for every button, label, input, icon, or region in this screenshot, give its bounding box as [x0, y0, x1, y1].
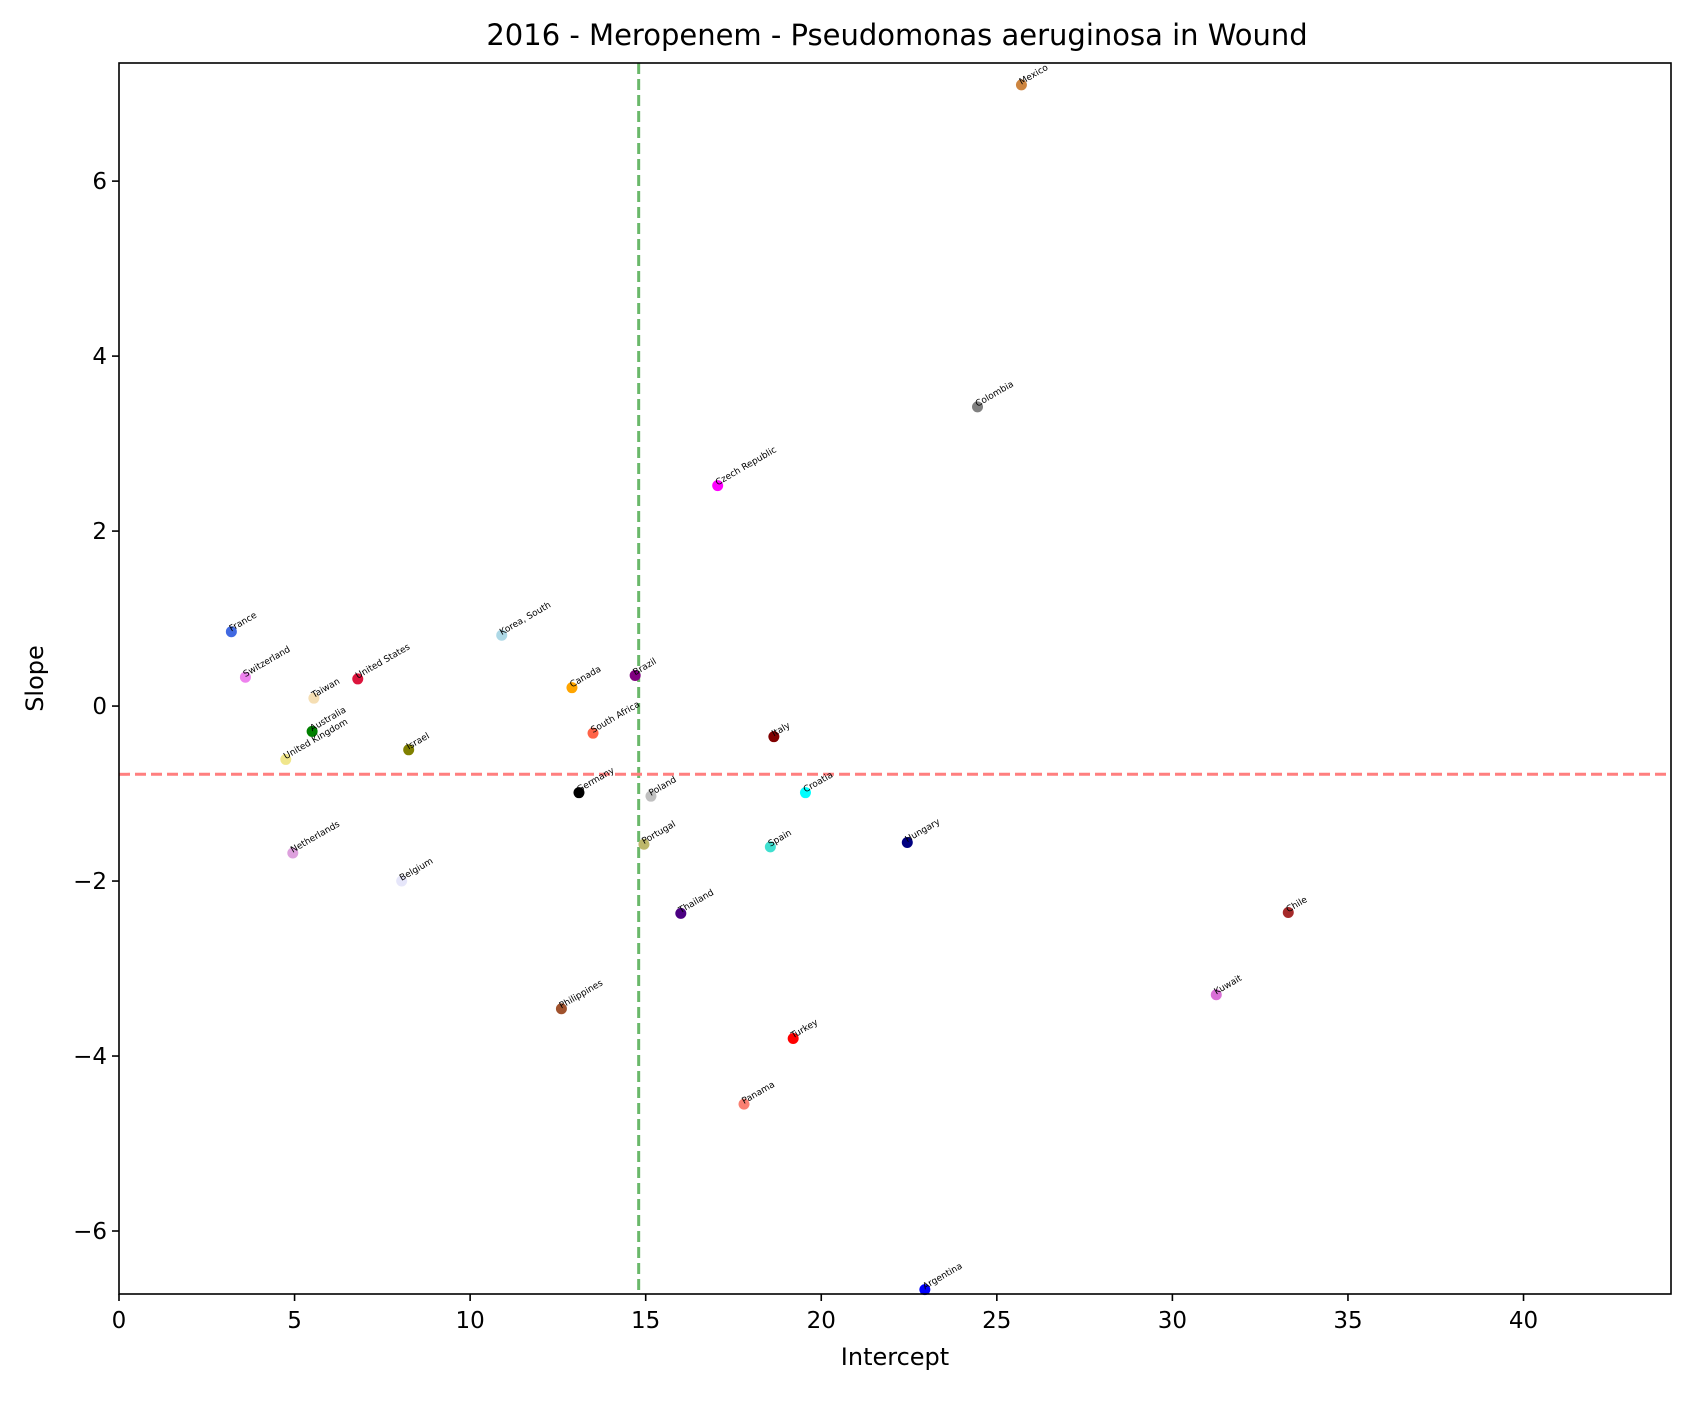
- data-point: [306, 725, 318, 737]
- data-point: [396, 875, 408, 887]
- x-tick-label: 20: [807, 1308, 836, 1334]
- y-tick-label: 2: [92, 519, 107, 545]
- data-point: [787, 1033, 799, 1045]
- x-axis-title: Intercept: [841, 1343, 949, 1371]
- y-tick-label: 4: [92, 344, 107, 370]
- data-point: [225, 626, 237, 638]
- plot-frame: [118, 62, 1672, 1295]
- y-tick-label: −4: [73, 1044, 107, 1070]
- data-point: [1015, 79, 1027, 91]
- x-tick-label: 25: [982, 1308, 1011, 1334]
- y-axis: −6 −4 −2 0 2 4 6: [73, 169, 119, 1245]
- y-tick-label: −2: [73, 869, 107, 895]
- data-point: [901, 837, 913, 849]
- data-point: [587, 727, 599, 739]
- data-point: [352, 673, 364, 685]
- x-tick-label: 15: [631, 1308, 660, 1334]
- y-tick-label: 6: [92, 169, 107, 195]
- data-point: [919, 1284, 931, 1296]
- data-point: [799, 787, 811, 799]
- x-tick-label: 40: [1509, 1308, 1538, 1334]
- data-point: [764, 841, 776, 853]
- data-point: [768, 731, 780, 743]
- data-point: [308, 692, 320, 704]
- y-axis-title: Slope: [21, 645, 49, 712]
- y-tick-label: −6: [73, 1219, 107, 1245]
- data-point: [573, 787, 585, 799]
- data-point: [645, 790, 657, 802]
- data-point: [496, 629, 508, 641]
- data-point: [638, 838, 650, 850]
- x-tick-label: 0: [112, 1308, 127, 1334]
- data-point: [629, 669, 641, 681]
- data-point: [1210, 989, 1222, 1001]
- data-point: [972, 401, 984, 413]
- data-point: [712, 480, 724, 492]
- x-tick-label: 30: [1158, 1308, 1187, 1334]
- data-point: [280, 753, 292, 765]
- data-point: [1282, 907, 1294, 919]
- chart-title: 2016 - Meropenem - Pseudomonas aeruginos…: [486, 18, 1307, 52]
- data-point: [287, 847, 299, 859]
- data-point: [403, 744, 415, 756]
- x-tick-label: 5: [287, 1308, 302, 1334]
- data-point: [738, 1098, 750, 1110]
- data-points: [225, 79, 1294, 1296]
- data-point: [675, 907, 687, 919]
- data-point: [566, 682, 578, 694]
- y-tick-label: 0: [92, 694, 107, 720]
- x-tick-label: 10: [455, 1308, 484, 1334]
- x-axis: 0 5 10 15 20 25 30 35 40: [112, 1294, 1538, 1334]
- data-point: [239, 671, 251, 683]
- data-point: [555, 1003, 567, 1015]
- x-tick-label: 35: [1333, 1308, 1362, 1334]
